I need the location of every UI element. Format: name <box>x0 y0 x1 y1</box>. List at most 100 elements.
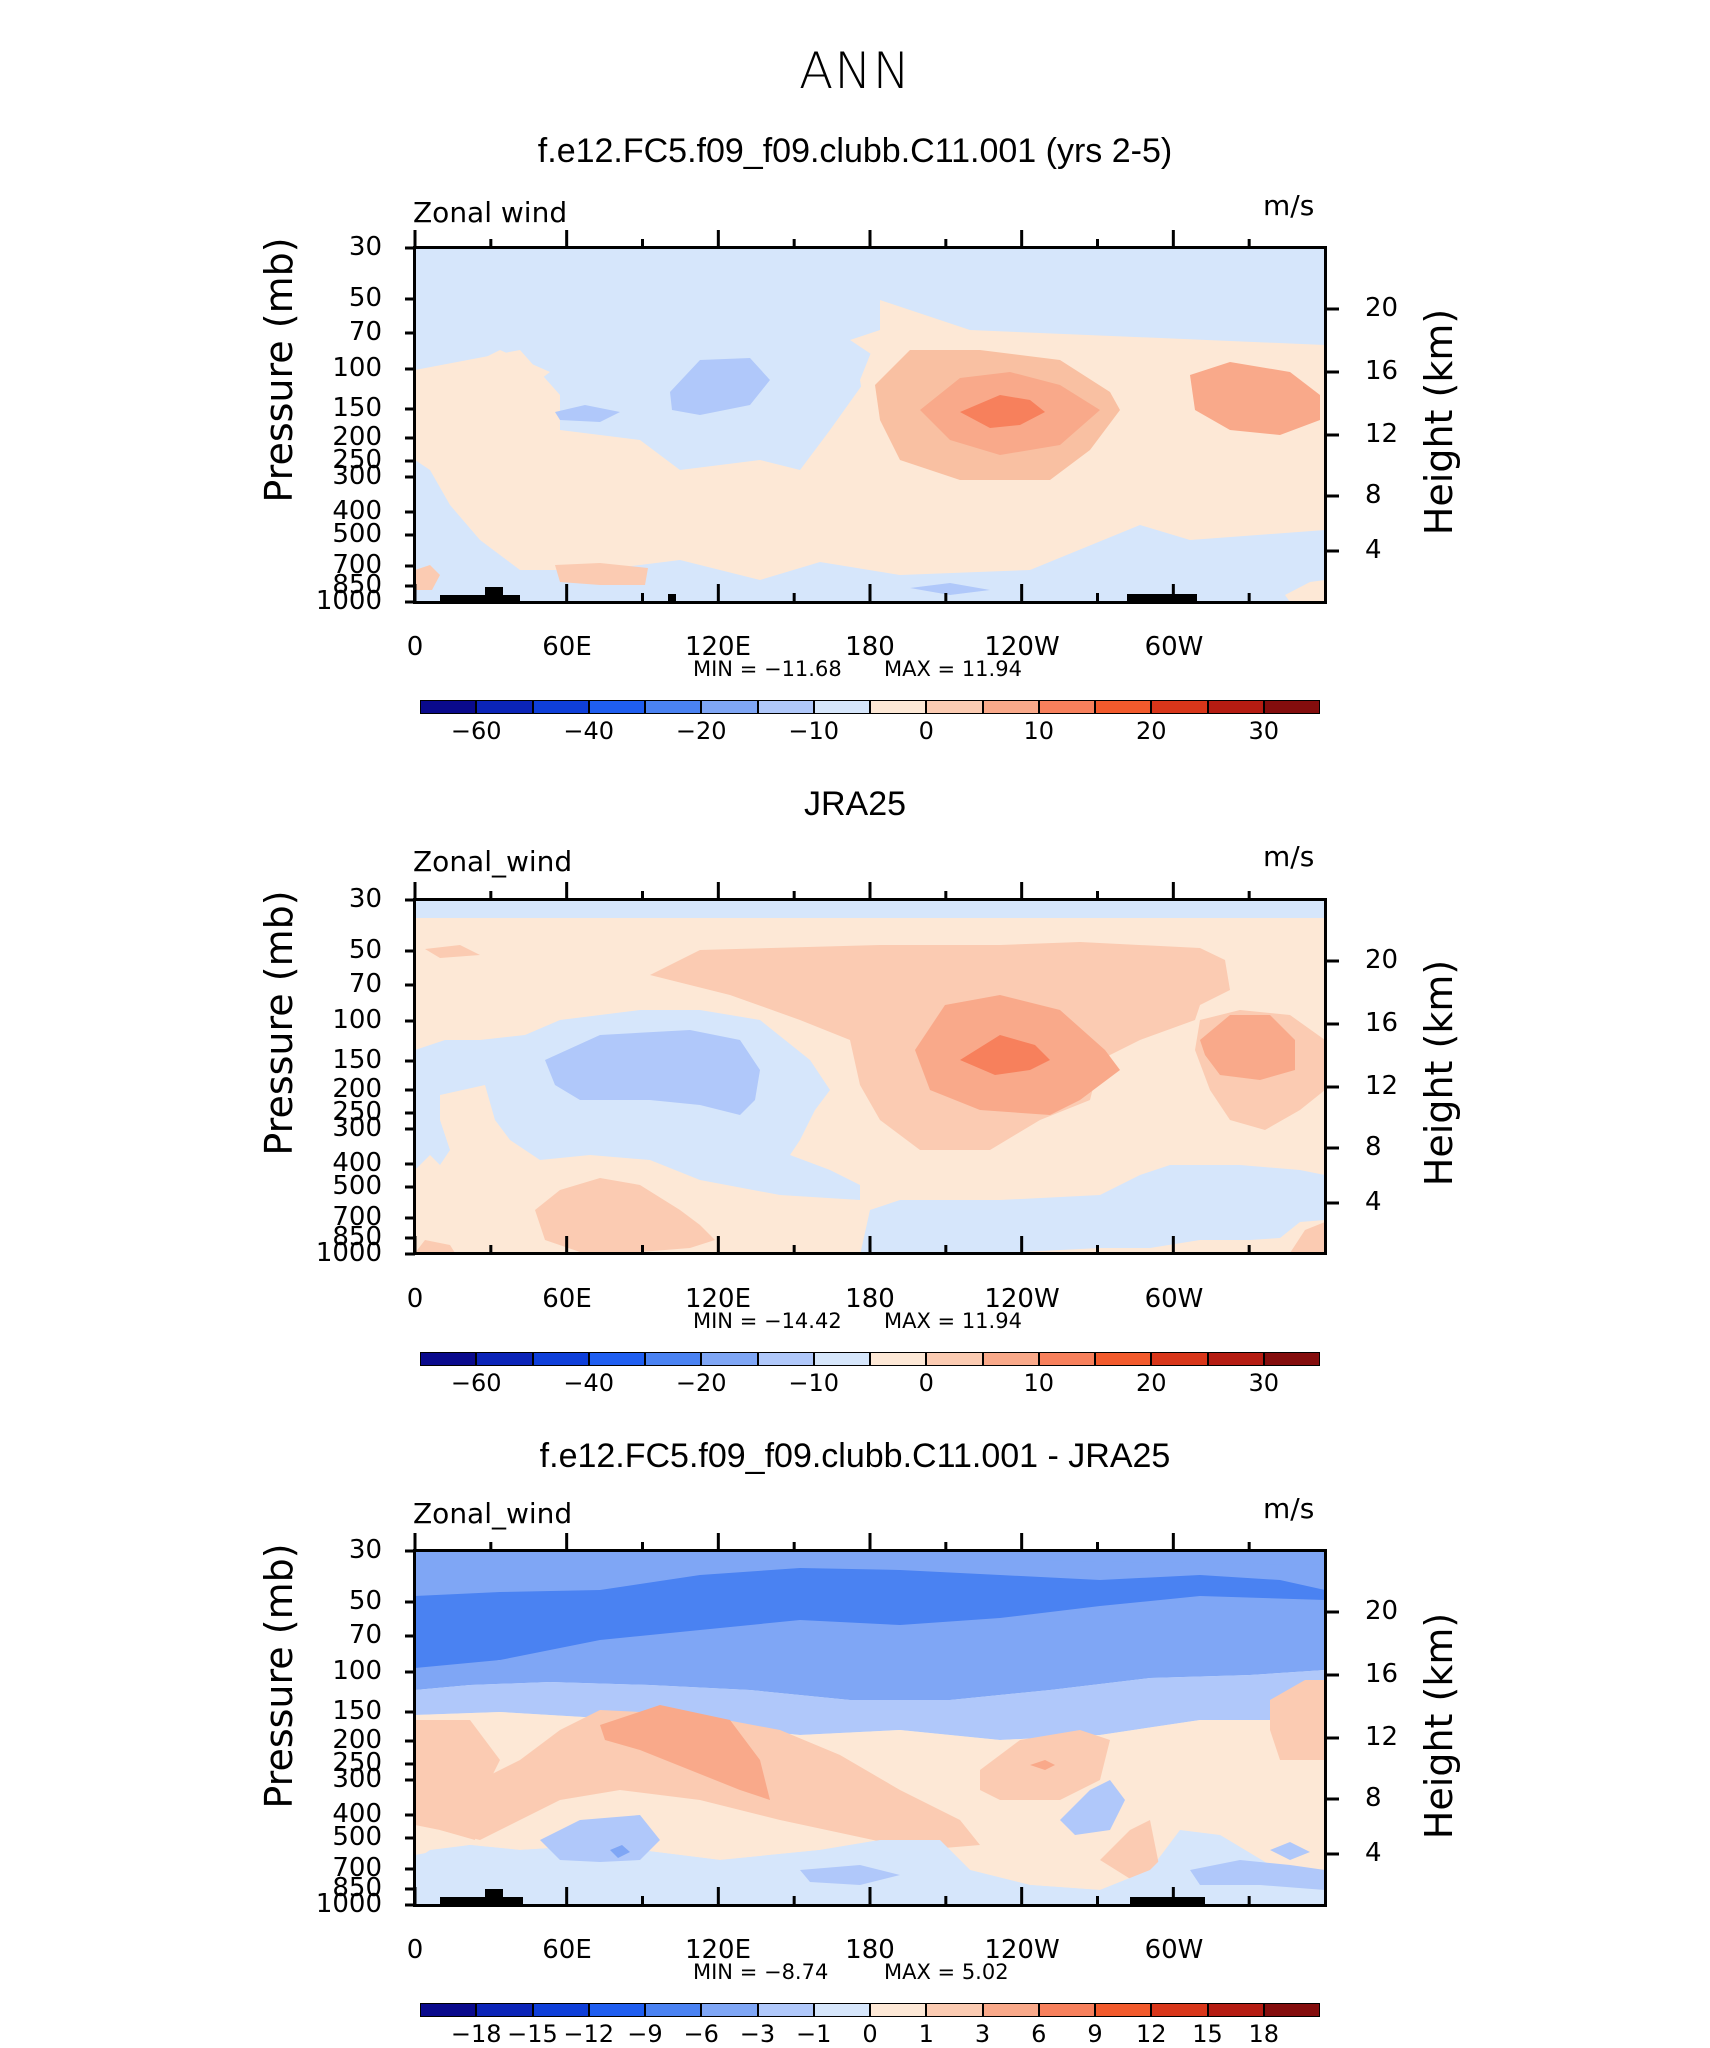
y-tick-label: 400 <box>332 496 382 526</box>
x-tick-label: 120W <box>984 1935 1060 1965</box>
colorbar-swatch <box>1151 1352 1208 1366</box>
y-tick-label: 100 <box>332 353 382 383</box>
colorbar-swatch <box>1095 2003 1152 2017</box>
variable-label: Zonal_wind <box>413 1497 573 1530</box>
colorbar-swatch <box>476 700 533 714</box>
colorbar-swatch <box>645 2003 702 2017</box>
contour-fill-1 <box>415 248 1325 603</box>
y-tick-label: 250 <box>332 445 382 475</box>
x-tick-label: 60W <box>1144 1284 1204 1314</box>
colorbar-swatch <box>1263 2003 1320 2017</box>
min-label: MIN = −8.74 <box>693 1960 829 1984</box>
colorbar-swatch <box>926 1352 983 1366</box>
colorbar-swatch <box>532 1352 589 1366</box>
colorbar-swatch <box>870 1352 927 1366</box>
colorbar-swatch <box>420 2003 477 2017</box>
y-right-tick-label: 4 <box>1365 1187 1382 1217</box>
colorbar-tick-label: −40 <box>563 717 615 745</box>
y-tick-label: 200 <box>332 1074 382 1104</box>
y-tick-label: 200 <box>332 1725 382 1755</box>
colorbar-swatch <box>1095 700 1152 714</box>
variable-label: Zonal_wind <box>413 845 573 878</box>
colorbar-tick-label: 0 <box>918 1369 934 1397</box>
y-right-tick-label: 4 <box>1365 535 1382 565</box>
colorbar-tick-label: 0 <box>918 717 934 745</box>
x-tick-label: 120E <box>684 1935 752 1965</box>
colorbar-tick-label: −40 <box>563 1369 615 1397</box>
x-tick-label: 60E <box>542 632 592 662</box>
colorbar-swatch <box>701 700 758 714</box>
colorbar-swatch <box>870 2003 927 2017</box>
y-tick-label: 500 <box>332 519 382 549</box>
y-right-tick-label: 16 <box>1365 1659 1399 1689</box>
y-tick-label: 850 <box>332 1873 382 1903</box>
y-right-tick-label: 4 <box>1365 1838 1382 1868</box>
y-tick-label: 400 <box>332 1799 382 1829</box>
x-tick-label: 60E <box>542 1935 592 1965</box>
y-right-tick-label: 20 <box>1365 1596 1399 1626</box>
x-tick-label: 120W <box>984 1284 1060 1314</box>
colorbar-swatch <box>757 1352 814 1366</box>
x-tick-label: 0 <box>406 632 424 662</box>
y-tick-label: 1000 <box>315 1238 382 1268</box>
max-label: MAX = 11.94 <box>884 1309 1022 1333</box>
colorbar-swatch <box>532 2003 589 2017</box>
x-tick-label: 60W <box>1144 632 1204 662</box>
max-label: MAX = 11.94 <box>884 657 1022 681</box>
y-right-tick-label: 8 <box>1365 480 1382 510</box>
colorbar-swatch <box>476 1352 533 1366</box>
colorbar-swatch <box>982 1352 1039 1366</box>
colorbar-swatch <box>588 700 645 714</box>
colorbar-swatch <box>870 700 927 714</box>
colorbar-swatch <box>1038 700 1095 714</box>
colorbar-swatch <box>1263 700 1320 714</box>
y-tick-label: 500 <box>332 1171 382 1201</box>
y-tick-label: 50 <box>348 935 382 965</box>
y-tick-label: 100 <box>332 1656 382 1686</box>
x-tick-label: 120W <box>984 632 1060 662</box>
y-tick-label: 50 <box>348 283 382 313</box>
colorbar-tick-label: 10 <box>1023 1369 1055 1397</box>
y-tick-label: 70 <box>348 317 382 347</box>
panel-title: f.e12.FC5.f09_f09.clubb.C11.001 (yrs 2-5… <box>537 132 1173 170</box>
colorbar-tick-label: −10 <box>788 1369 840 1397</box>
colorbar-tick-label: −60 <box>450 717 502 745</box>
y-tick-label: 300 <box>332 1764 382 1794</box>
colorbar-tick-label: 30 <box>1248 1369 1280 1397</box>
colorbar-swatch <box>1151 700 1208 714</box>
max-label: MAX = 5.02 <box>884 1960 1009 1984</box>
colorbar-tick-label: 20 <box>1135 717 1167 745</box>
colorbar-swatch <box>982 700 1039 714</box>
x-tick-label: 0 <box>406 1935 424 1965</box>
y-tick-label: 300 <box>332 461 382 491</box>
y-tick-label: 100 <box>332 1005 382 1035</box>
y-right-tick-label: 16 <box>1365 356 1399 386</box>
colorbar-swatch <box>420 700 477 714</box>
y-tick-label: 30 <box>348 884 382 914</box>
min-label: MIN = −14.42 <box>693 1309 842 1333</box>
panel-title: f.e12.FC5.f09_f09.clubb.C11.001 - JRA25 <box>539 1437 1171 1475</box>
colorbar-swatch <box>420 1352 477 1366</box>
y-tick-label: 150 <box>332 1045 382 1075</box>
x-tick-label: 0 <box>406 1284 424 1314</box>
colorbar-tick-label: −20 <box>675 1369 727 1397</box>
colorbar-swatch <box>588 1352 645 1366</box>
x-tick-label: 60W <box>1144 1935 1204 1965</box>
units-label: m/s <box>1263 840 1315 873</box>
colorbar-swatch <box>813 2003 870 2017</box>
colorbar-tick-label: −10 <box>788 717 840 745</box>
y-tick-label: 700 <box>332 1202 382 1232</box>
colorbar-tick-label: 20 <box>1135 1369 1167 1397</box>
colorbar-swatch <box>1038 1352 1095 1366</box>
page-title: ANN <box>798 42 911 100</box>
colorbar-swatch <box>1151 2003 1208 2017</box>
x-tick-label: 180 <box>845 1284 895 1314</box>
colorbar-swatch <box>813 700 870 714</box>
y-right-tick-label: 8 <box>1365 1132 1382 1162</box>
colorbar-swatch <box>757 700 814 714</box>
y-right-tick-label: 8 <box>1365 1783 1382 1813</box>
